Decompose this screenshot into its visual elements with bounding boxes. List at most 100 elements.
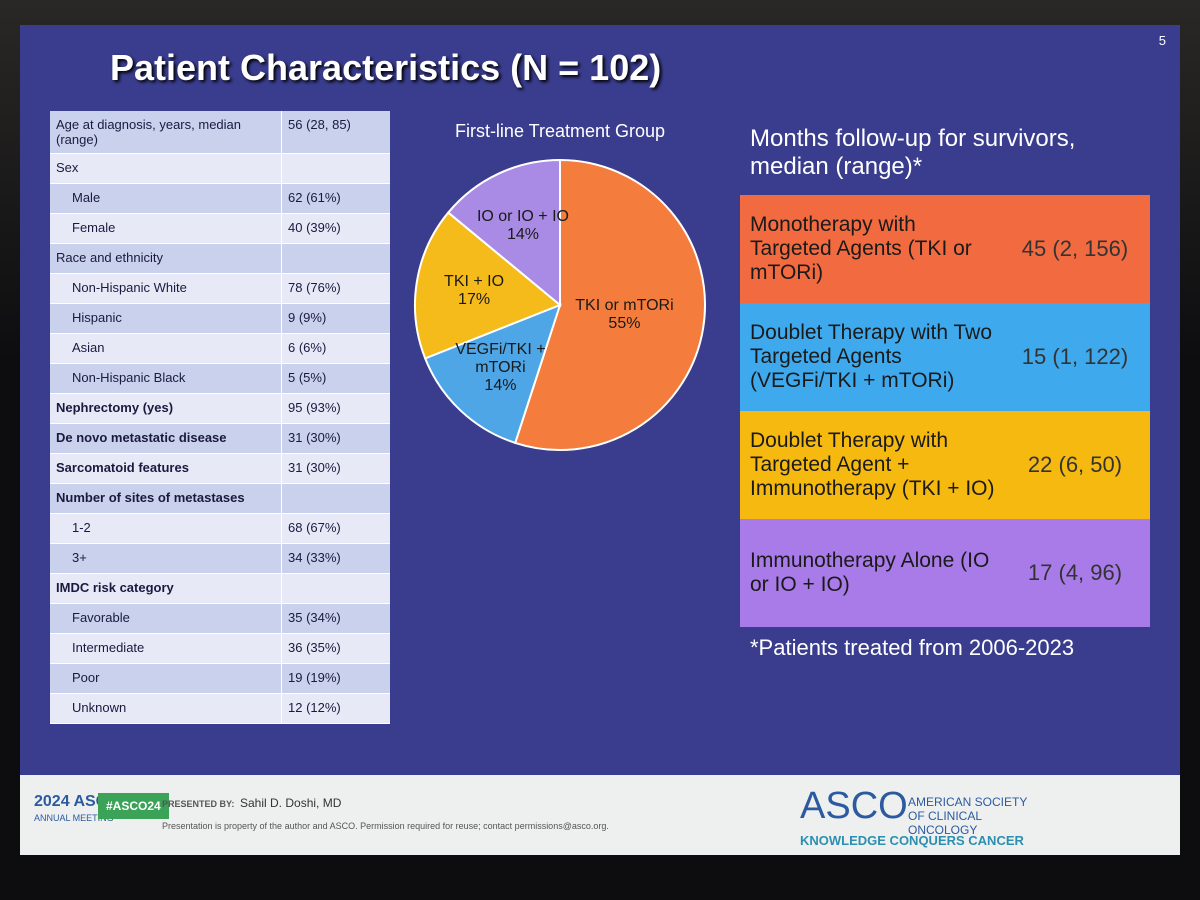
row-value: 6 (6%) bbox=[288, 340, 327, 355]
followup-label: Doublet Therapy with Two Targeted Agents… bbox=[750, 321, 993, 392]
table-row: Nephrectomy (yes) 95 (93%) bbox=[50, 394, 390, 424]
followup-value: 22 (6, 50) bbox=[1027, 452, 1123, 477]
row-label: IMDC risk category bbox=[50, 574, 282, 603]
slice-value: 14% bbox=[484, 377, 517, 395]
footnote: *Patients treated from 2006-2023 bbox=[750, 635, 1075, 660]
row-value: 34 (33%) bbox=[288, 550, 341, 565]
followup-item: Immunotherapy Alone (IO or IO + IO) 17 (4… bbox=[740, 519, 1150, 627]
row-value: 40 (39%) bbox=[288, 220, 341, 235]
row-value: 36 (35%) bbox=[288, 640, 341, 655]
row-label: Sex bbox=[50, 154, 282, 183]
table-row: 1-2 68 (67%) bbox=[50, 514, 390, 544]
table-row: IMDC risk category bbox=[50, 574, 390, 604]
org-name: AMERICAN SOCIETY OF CLINICAL ONCOLOGY bbox=[908, 795, 1028, 837]
row-value: 9 (9%) bbox=[288, 310, 327, 325]
pie-title: First-line Treatment Group bbox=[454, 121, 666, 141]
row-value: 62 (61%) bbox=[288, 190, 341, 205]
pie-slice bbox=[513, 158, 706, 451]
followup-label: Monotherapy with Targeted Agents (TKI or… bbox=[750, 213, 972, 284]
row-value bbox=[282, 574, 390, 603]
footer: 2024 ASCO ANNUAL MEETING #ASCO24 PRESENT… bbox=[20, 775, 1180, 855]
characteristics-table: Age at diagnosis, years, median (range) 5… bbox=[50, 111, 390, 724]
table-row: Intermediate 36 (35%) bbox=[50, 634, 390, 664]
followup-value: 17 (4, 96) bbox=[1027, 560, 1123, 585]
row-value bbox=[282, 244, 390, 273]
table-row: Female 40 (39%) bbox=[50, 214, 390, 244]
slice-label: VEGFi/TKI + mTORi 14% bbox=[445, 341, 555, 395]
row-label: Age at diagnosis, years, median (range) bbox=[50, 111, 282, 153]
table-row: Hispanic 9 (9%) bbox=[50, 304, 390, 334]
followup-item: Doublet Therapy with Targeted Agent + Im… bbox=[740, 411, 1150, 519]
followup-item: Doublet Therapy with Two Targeted Agents… bbox=[740, 303, 1150, 411]
row-label: Number of sites of metastases bbox=[50, 484, 282, 513]
hashtag: #ASCO24 bbox=[98, 793, 169, 819]
row-value: 35 (34%) bbox=[288, 610, 341, 625]
pie-slice bbox=[414, 211, 562, 360]
followup-heading: Months follow-up for survivors, median (… bbox=[750, 125, 1076, 180]
row-label: Non-Hispanic White bbox=[50, 274, 282, 303]
followup-list: Monotherapy with Targeted Agents (TKI or… bbox=[740, 195, 1150, 627]
row-value: 78 (76%) bbox=[288, 280, 341, 295]
table-row: Sex bbox=[50, 154, 390, 184]
table-row: Sarcomatoid features 31 (30%) bbox=[50, 454, 390, 484]
meeting-name: ANNUAL MEETING bbox=[34, 813, 114, 823]
table-row: Race and ethnicity bbox=[50, 244, 390, 274]
table-row: Non-Hispanic Black 5 (5%) bbox=[50, 364, 390, 394]
row-label: Sarcomatoid features bbox=[50, 454, 282, 483]
row-label: Non-Hispanic Black bbox=[50, 364, 282, 393]
table-row: Favorable 35 (34%) bbox=[50, 604, 390, 634]
notice: Presentation is property of the author a… bbox=[162, 821, 609, 831]
table-row: Poor 19 (19%) bbox=[50, 664, 390, 694]
row-label: Race and ethnicity bbox=[50, 244, 282, 273]
row-value: 95 (93%) bbox=[288, 400, 341, 415]
row-label: Asian bbox=[50, 334, 282, 363]
row-value: 56 (28, 85) bbox=[288, 117, 351, 132]
table-row: Male 62 (61%) bbox=[50, 184, 390, 214]
row-value bbox=[282, 154, 390, 183]
slice-label: TKI or mTORi 55% bbox=[569, 297, 679, 333]
followup-item: Monotherapy with Targeted Agents (TKI or… bbox=[740, 195, 1150, 303]
slice-category: TKI + IO bbox=[444, 273, 505, 291]
row-value bbox=[282, 484, 390, 513]
pie-slice bbox=[446, 158, 561, 308]
row-value: 12 (12%) bbox=[288, 700, 341, 715]
row-label: Hispanic bbox=[50, 304, 282, 333]
row-value: 68 (67%) bbox=[288, 520, 341, 535]
tagline: KNOWLEDGE CONQUERS CANCER bbox=[800, 833, 1024, 848]
pie-labels: TKI or mTORi 55% VEGFi/TKI + mTORi 14% TKI +… bbox=[410, 155, 710, 455]
presenter: Sahil D. Doshi, MD bbox=[240, 796, 342, 810]
table-row: Age at diagnosis, years, median (range) 5… bbox=[50, 111, 390, 154]
row-label: Unknown bbox=[50, 694, 282, 723]
row-label: Nephrectomy (yes) bbox=[50, 394, 282, 423]
slice-value: 55% bbox=[608, 315, 641, 333]
slice-category: VEGFi/TKI + mTORi bbox=[455, 341, 546, 377]
row-value: 31 (30%) bbox=[288, 430, 341, 445]
slide: 5 Patient Characteristics (N = 102) Age … bbox=[20, 25, 1180, 855]
followup-label: Immunotherapy Alone (IO or IO + IO) bbox=[750, 549, 990, 596]
row-label: Intermediate bbox=[50, 634, 282, 663]
row-value: 19 (19%) bbox=[288, 670, 341, 685]
table-row: Number of sites of metastases bbox=[50, 484, 390, 514]
row-label: 3+ bbox=[50, 544, 282, 573]
table-row: De novo metastatic disease 31 (30%) bbox=[50, 424, 390, 454]
slice-label: TKI + IO 17% bbox=[419, 273, 529, 309]
row-value: 5 (5%) bbox=[288, 370, 327, 385]
pie-chart bbox=[414, 158, 706, 451]
slice-label: IO or IO + IO 14% bbox=[468, 208, 578, 244]
slide-title: Patient Characteristics (N = 102) bbox=[110, 47, 662, 88]
row-label: Male bbox=[50, 184, 282, 213]
followup-value: 15 (1, 122) bbox=[1021, 344, 1129, 369]
presented-by: PRESENTED BY: bbox=[162, 799, 235, 809]
row-label: Poor bbox=[50, 664, 282, 693]
table-row: Non-Hispanic White 78 (76%) bbox=[50, 274, 390, 304]
row-value: 31 (30%) bbox=[288, 460, 341, 475]
followup-value: 45 (2, 156) bbox=[1021, 236, 1129, 261]
row-label: De novo metastatic disease bbox=[50, 424, 282, 453]
table-row: Unknown 12 (12%) bbox=[50, 694, 390, 724]
org-logo: ASCO bbox=[800, 785, 908, 827]
slice-category: TKI or mTORi bbox=[575, 297, 674, 315]
row-label: 1-2 bbox=[50, 514, 282, 543]
slice-value: 14% bbox=[506, 226, 539, 244]
